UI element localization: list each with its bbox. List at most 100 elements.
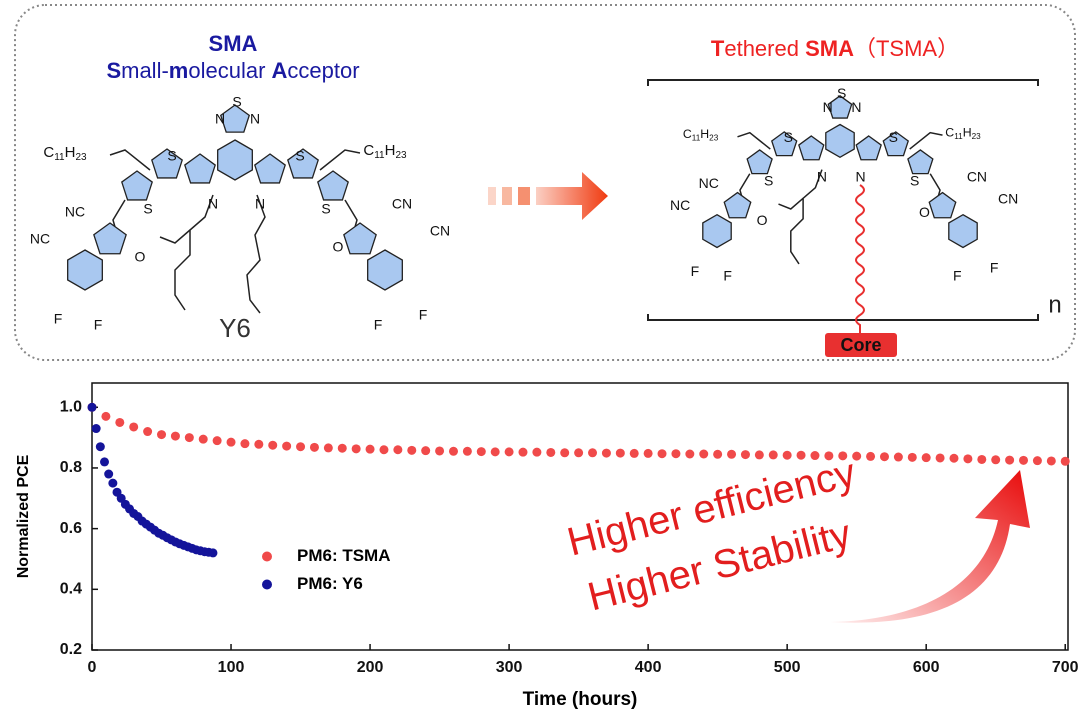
data-point	[88, 403, 97, 412]
graphical-abstract: SMA Small-molecular Acceptor Tethered SM…	[0, 0, 1089, 718]
data-point	[532, 448, 541, 457]
subtitle-part: cceptor	[287, 58, 359, 83]
bond	[345, 200, 357, 227]
atom-label: F	[723, 268, 732, 284]
x-tick-label: 100	[218, 659, 245, 676]
formula-part: C	[363, 142, 374, 159]
data-point	[1047, 456, 1056, 465]
ring	[218, 140, 253, 180]
x-tick-label: 500	[774, 659, 801, 676]
atom-label: S	[837, 85, 846, 101]
data-point	[518, 448, 527, 457]
data-point	[254, 440, 263, 449]
trend-arrow	[830, 470, 1030, 623]
data-point	[108, 479, 117, 488]
ring	[344, 223, 376, 254]
data-point	[505, 447, 514, 456]
data-point	[727, 450, 736, 459]
data-point	[282, 442, 291, 451]
atom-label: N	[823, 99, 833, 115]
data-point	[96, 442, 105, 451]
data-point	[227, 438, 236, 447]
atom-label: N	[215, 111, 225, 127]
atom-label: S	[321, 201, 330, 217]
ring	[94, 223, 126, 254]
ring	[703, 215, 731, 248]
data-point	[546, 448, 555, 457]
formula-part: 23	[395, 150, 407, 161]
legend-label: PM6: Y6	[297, 574, 363, 593]
data-point	[407, 446, 416, 455]
atom-label: NC	[65, 204, 85, 220]
ring	[799, 136, 824, 160]
formula-part: 23	[75, 152, 87, 163]
data-point	[352, 444, 361, 453]
data-point	[644, 449, 653, 458]
formula-part: C	[43, 144, 54, 161]
data-point	[449, 447, 458, 456]
atom-label: NC	[30, 231, 50, 247]
data-point	[421, 446, 430, 455]
data-point	[741, 450, 750, 459]
data-point	[463, 447, 472, 456]
x-tick-label: 700	[1052, 659, 1079, 676]
data-point	[324, 443, 333, 452]
y-tick-label: 0.6	[60, 520, 82, 537]
subtitle-part: m	[169, 58, 189, 83]
data-point	[922, 453, 931, 462]
bond	[910, 133, 943, 149]
atom-label: N	[817, 169, 827, 185]
data-point	[143, 427, 152, 436]
data-point	[866, 452, 875, 461]
molecule-name: Y6	[219, 313, 251, 343]
atom-label: O	[757, 212, 768, 228]
data-point	[908, 453, 917, 462]
atom-label: F	[691, 263, 700, 279]
ring	[122, 171, 152, 200]
formula-part: H	[385, 142, 396, 159]
data-point	[880, 452, 889, 461]
alkyl-label: C11H23	[945, 126, 981, 141]
data-point	[630, 449, 639, 458]
formula-part: H	[700, 127, 709, 141]
data-point	[699, 449, 708, 458]
atom-label: NC	[699, 175, 719, 191]
data-point	[658, 449, 667, 458]
atom-label: S	[167, 148, 176, 164]
data-point	[713, 450, 722, 459]
data-point	[338, 444, 347, 453]
core-label: Core	[840, 335, 881, 355]
ring	[747, 150, 772, 174]
ring	[826, 125, 854, 158]
bond	[738, 133, 771, 149]
atom-label: S	[143, 201, 152, 217]
formula-part: 23	[709, 134, 719, 143]
data-point	[296, 442, 305, 451]
data-point	[208, 548, 217, 557]
x-tick-label: 0	[88, 659, 97, 676]
legend-marker	[262, 552, 272, 562]
formula-part: 23	[972, 132, 982, 141]
data-point	[366, 445, 375, 454]
atom-label: F	[94, 317, 103, 333]
atom-label: CN	[430, 223, 450, 239]
bond	[320, 150, 360, 170]
data-point	[104, 470, 113, 479]
repeat-unit: n	[1048, 291, 1061, 318]
ring	[68, 250, 103, 290]
atom-label: N	[255, 196, 265, 212]
ring	[255, 154, 285, 183]
bond	[930, 174, 940, 196]
ring	[949, 215, 977, 248]
data-point	[100, 457, 109, 466]
bond	[175, 195, 213, 310]
data-point	[379, 445, 388, 454]
x-tick-label: 200	[357, 659, 384, 676]
formula-part: C	[945, 126, 954, 140]
data-point	[240, 439, 249, 448]
data-point	[671, 449, 680, 458]
title-part: T	[711, 36, 725, 61]
data-point	[588, 448, 597, 457]
ring	[318, 171, 348, 200]
formula-part: C	[683, 127, 692, 141]
